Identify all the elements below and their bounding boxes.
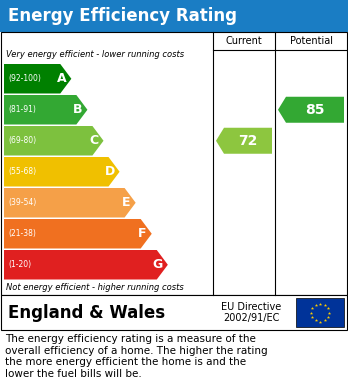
- Text: C: C: [89, 134, 98, 147]
- Text: (92-100): (92-100): [8, 74, 41, 83]
- Bar: [1, 32, 347, 295]
- Text: B: B: [73, 103, 82, 116]
- Text: (55-68): (55-68): [8, 167, 36, 176]
- Bar: [0, 0, 348, 32]
- Text: (39-54): (39-54): [8, 198, 36, 207]
- Bar: [1, 295, 347, 330]
- Polygon shape: [4, 250, 168, 280]
- Polygon shape: [4, 157, 120, 187]
- Text: England & Wales: England & Wales: [8, 303, 165, 321]
- Text: EU Directive
2002/91/EC: EU Directive 2002/91/EC: [221, 302, 281, 323]
- Text: D: D: [104, 165, 115, 178]
- Text: G: G: [153, 258, 163, 271]
- Text: 72: 72: [238, 134, 258, 148]
- Polygon shape: [216, 128, 272, 154]
- Polygon shape: [4, 219, 152, 249]
- Polygon shape: [278, 97, 344, 123]
- Text: (81-91): (81-91): [8, 105, 36, 114]
- Text: Very energy efficient - lower running costs: Very energy efficient - lower running co…: [6, 50, 184, 59]
- Text: Potential: Potential: [290, 36, 333, 46]
- Text: F: F: [137, 227, 146, 240]
- Text: Not energy efficient - higher running costs: Not energy efficient - higher running co…: [6, 283, 184, 292]
- Text: (21-38): (21-38): [8, 229, 36, 238]
- Text: The energy efficiency rating is a measure of the
overall efficiency of a home. T: The energy efficiency rating is a measur…: [5, 334, 268, 379]
- Polygon shape: [4, 64, 71, 93]
- Text: A: A: [56, 72, 66, 85]
- Polygon shape: [4, 126, 103, 156]
- Text: 85: 85: [305, 103, 325, 117]
- Text: Energy Efficiency Rating: Energy Efficiency Rating: [8, 7, 237, 25]
- Polygon shape: [4, 188, 136, 217]
- Text: (1-20): (1-20): [8, 260, 31, 269]
- Text: (69-80): (69-80): [8, 136, 36, 145]
- Text: Current: Current: [226, 36, 262, 46]
- Bar: [296, 298, 344, 327]
- Text: E: E: [121, 196, 130, 209]
- Polygon shape: [4, 95, 87, 124]
